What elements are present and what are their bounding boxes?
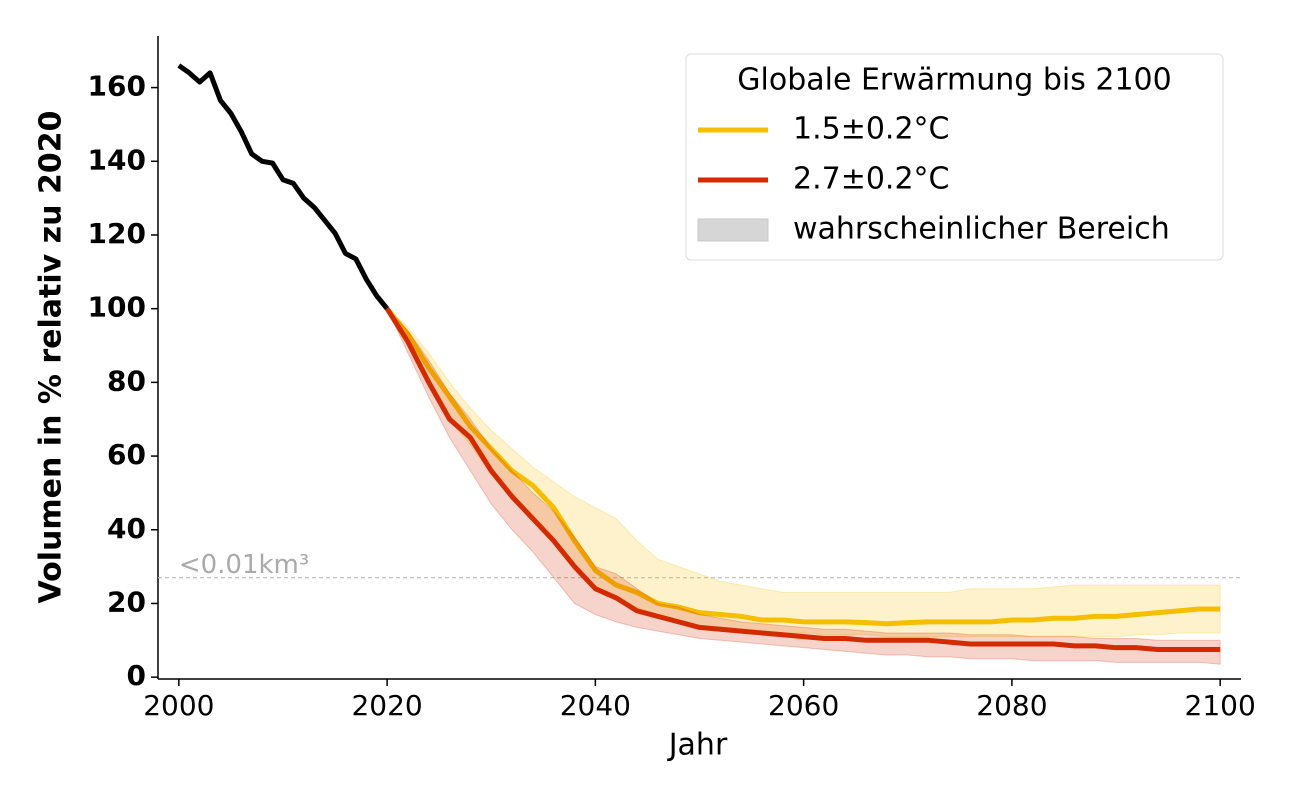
y-tick-label: 100 [88,291,146,324]
x-axis-label: Jahr [667,728,728,763]
y-tick-label: 160 [88,70,146,103]
legend-label: 2.7±0.2°C [793,162,950,197]
legend-box [685,53,1224,261]
y-tick-label: 40 [107,512,146,545]
y-tick-label: 0 [127,659,146,692]
x-tick-label: 2100 [1185,689,1256,722]
x-tick-label: 2000 [143,689,214,722]
series-line [177,63,390,311]
likely-range-band [386,308,1221,665]
y-axis-label: Volumen in % relativ zu 2020 [34,111,69,604]
y-tick-label: 20 [107,585,146,618]
y-tick-label: 80 [107,364,146,397]
legend-band-swatch [697,218,769,242]
x-tick-label: 2040 [560,689,631,722]
y-tick-label: 60 [107,438,146,471]
threshold-label: <0.01km³ [179,550,309,580]
x-tick-label: 2080 [976,689,1047,722]
series-line [385,307,1221,627]
legend-label: wahrscheinlicher Bereich [793,212,1170,247]
legend-label: 1.5±0.2°C [793,112,950,147]
y-tick-label: 120 [88,217,146,250]
x-tick-label: 2020 [351,689,422,722]
series-line [384,307,1221,653]
legend-title: Globale Erwärmung bis 2100 [737,63,1171,98]
x-tick-label: 2060 [768,689,839,722]
y-tick-label: 140 [88,143,146,176]
